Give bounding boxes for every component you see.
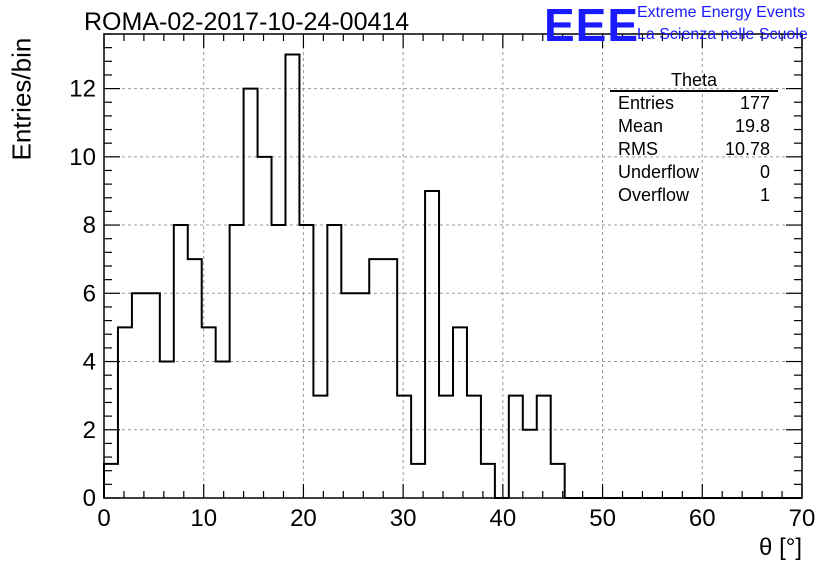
histogram-bin: [313, 396, 327, 498]
histogram-bin: [467, 396, 481, 498]
histogram-bin: [202, 327, 216, 498]
x-tick-label: 60: [689, 505, 716, 532]
y-tick-label: 4: [83, 349, 96, 376]
histogram-bin: [216, 362, 230, 498]
histogram-bin: [244, 89, 258, 498]
y-tick-label: 12: [69, 76, 96, 103]
stats-row-overflow: Overflow 1: [610, 184, 778, 207]
y-tick-label: 2: [83, 417, 96, 444]
stats-row-mean: Mean 19.8: [610, 115, 778, 138]
histogram-bin: [341, 293, 355, 498]
stats-value: 1: [759, 185, 770, 205]
histogram-bin: [146, 293, 160, 498]
histogram-bin: [285, 54, 299, 498]
histogram-bin: [230, 225, 244, 498]
x-tick-label: 0: [97, 505, 110, 532]
stats-label: RMS: [618, 139, 658, 159]
stats-row-entries: Entries 177: [610, 92, 778, 115]
histogram-bin: [160, 362, 174, 498]
histogram-bin: [104, 464, 118, 498]
histogram-bin: [397, 396, 411, 498]
histogram-bin: [258, 157, 272, 498]
x-tick-label: 20: [290, 505, 317, 532]
stats-box: Theta Entries 177 Mean 19.8 RMS 10.78 Un…: [610, 70, 778, 207]
y-tick-label: 10: [69, 144, 96, 171]
histogram-bin: [369, 259, 383, 498]
stats-row-underflow: Underflow 0: [610, 161, 778, 184]
stats-value: 19.8: [734, 116, 770, 136]
x-tick-label: 70: [789, 505, 816, 532]
histogram-bin: [453, 327, 467, 498]
x-tick-label: 50: [589, 505, 616, 532]
histogram-bin: [132, 293, 146, 498]
eee-logo: EEE: [544, 0, 640, 51]
stats-label: Entries: [618, 93, 675, 113]
histogram-bin: [188, 259, 202, 498]
histogram-bin: [299, 225, 313, 498]
x-tick-label: 40: [490, 505, 517, 532]
stats-value: 10.78: [724, 139, 770, 159]
run-title: ROMA-02-2017-10-24-00414: [84, 8, 410, 36]
y-tick-label: 0: [83, 485, 96, 512]
histogram-bin: [174, 225, 188, 498]
histogram-bin: [327, 225, 341, 498]
stats-value: 0: [759, 162, 770, 182]
stats-label: Overflow: [618, 185, 690, 205]
histogram-bin: [425, 191, 439, 498]
histogram-bin: [355, 293, 369, 498]
histogram-bin: [509, 396, 523, 498]
histogram-bin: [383, 259, 397, 498]
y-tick-label: 6: [83, 280, 96, 307]
histogram-bin: [537, 396, 551, 498]
x-tick-label: 30: [390, 505, 417, 532]
x-axis-label: θ [°]: [759, 534, 802, 561]
x-tick-label: 10: [190, 505, 217, 532]
stats-label: Underflow: [618, 162, 700, 182]
stats-value: 177: [739, 93, 770, 113]
logo-subtitle-1: Extreme Energy Events: [637, 4, 806, 21]
histogram-bin: [523, 430, 537, 498]
y-axis-label: Entries/bin: [6, 37, 37, 161]
logo-subtitle-2: La Scienza nelle Scuole: [637, 26, 808, 43]
histogram-bin: [118, 327, 132, 498]
histogram-bin: [439, 396, 453, 498]
stats-row-rms: RMS 10.78: [610, 138, 778, 161]
stats-title: Theta: [610, 70, 778, 92]
y-tick-label: 8: [83, 212, 96, 239]
axis-ticks: [103, 33, 803, 499]
histogram-bin: [272, 225, 286, 498]
stats-label: Mean: [618, 116, 664, 136]
